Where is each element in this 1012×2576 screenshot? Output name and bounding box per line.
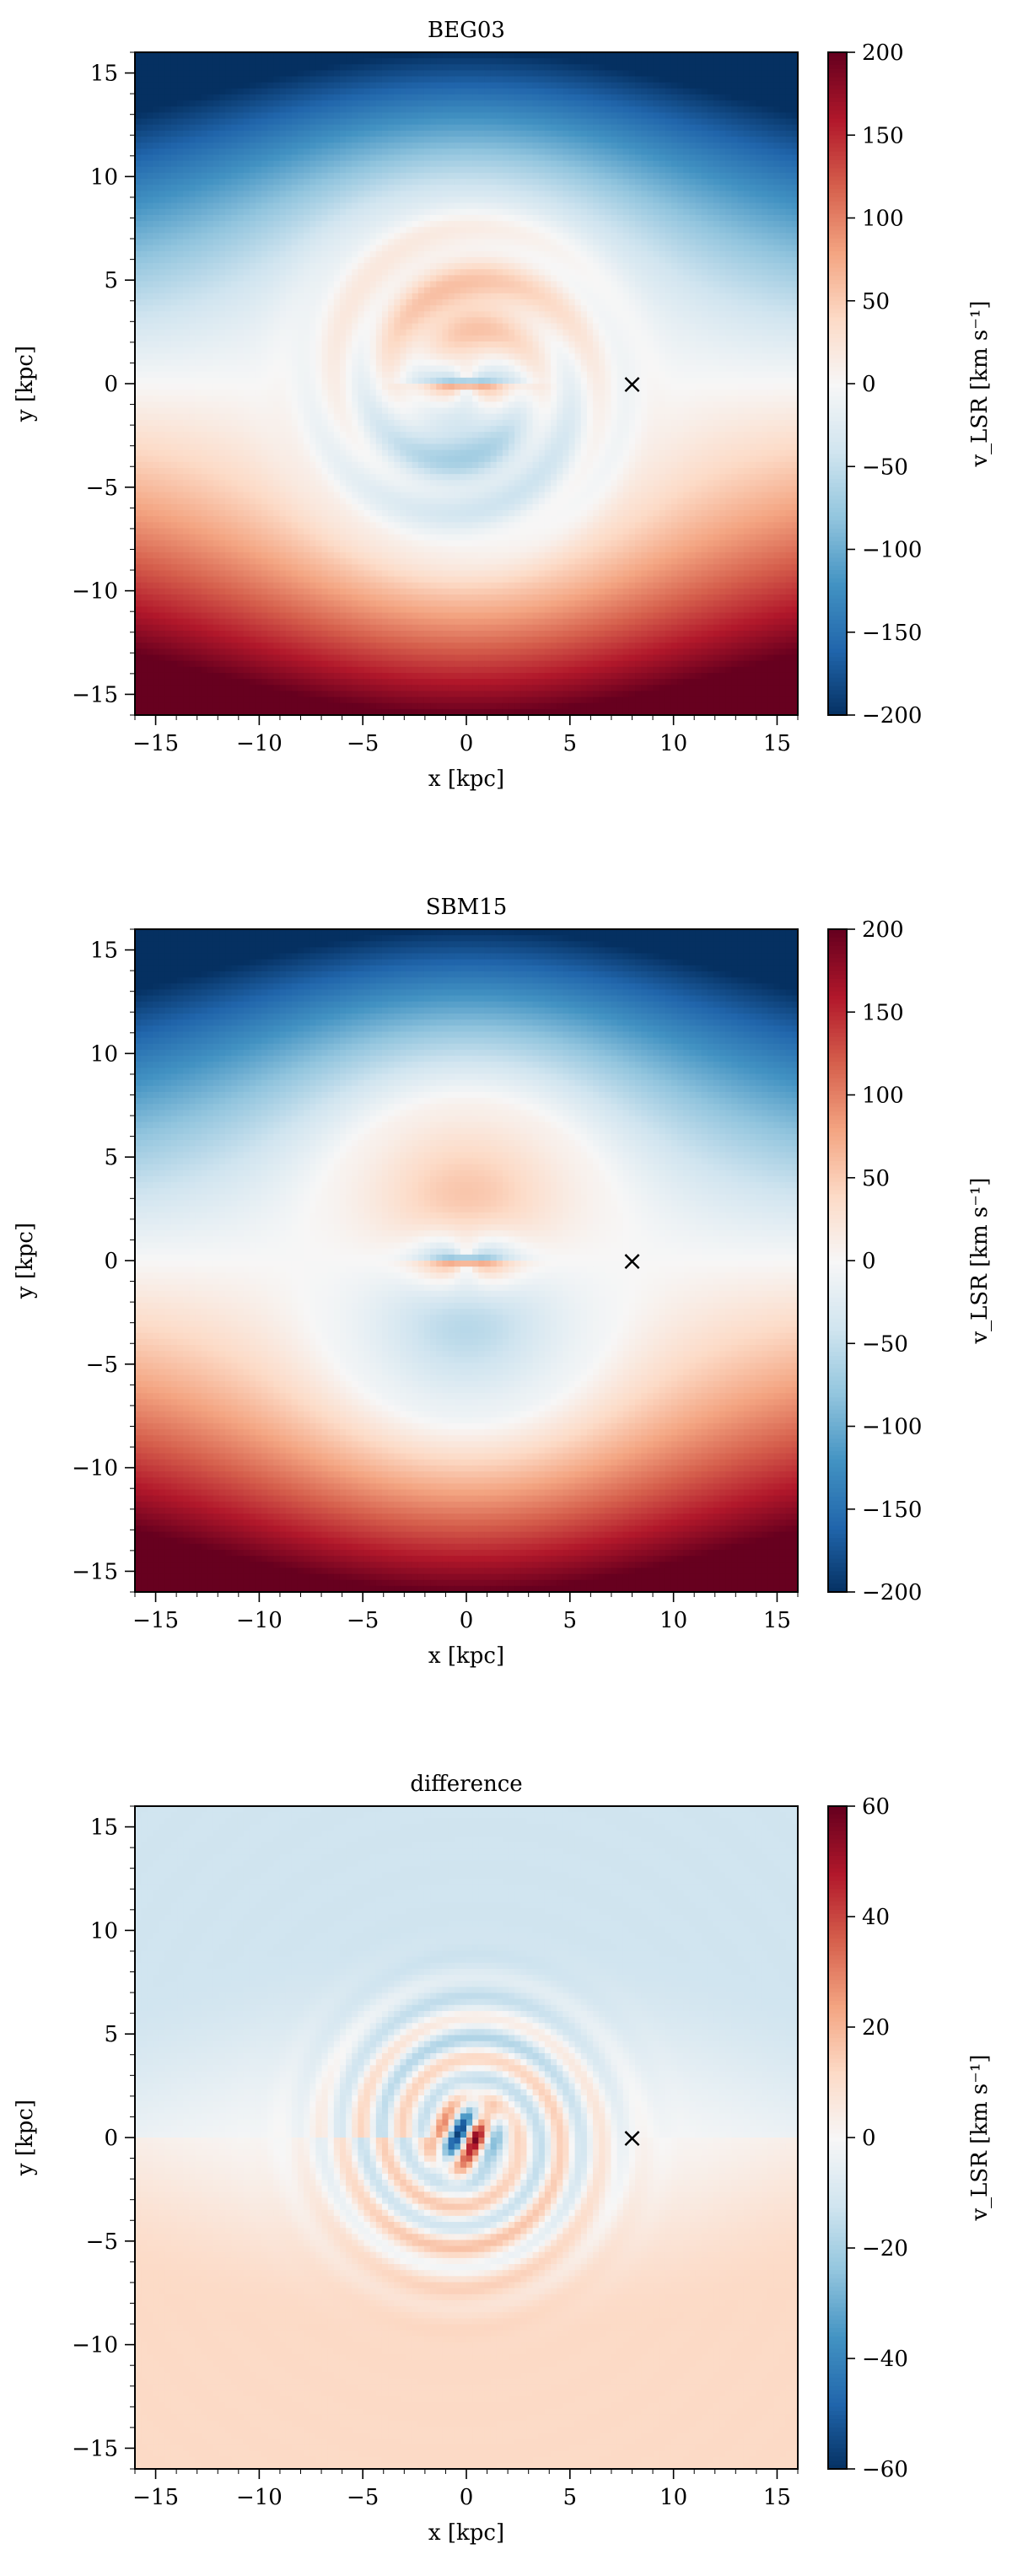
colorbar-tick-label: −100 — [862, 1415, 922, 1440]
colorbar-tick-label: 0 — [862, 372, 876, 397]
y-axis-label: y [kpc] — [13, 2100, 38, 2176]
x-tick-label: 0 — [460, 1608, 474, 1633]
x-tick-label: 15 — [763, 1608, 791, 1633]
y-tick-label: 15 — [90, 938, 118, 964]
y-tick-label: 10 — [90, 1041, 118, 1067]
x-tick-label: 5 — [563, 731, 578, 756]
x-tick-label: 0 — [460, 731, 474, 756]
y-tick-label: −5 — [86, 476, 118, 501]
colorbar-tick-label: −100 — [862, 538, 922, 563]
colorbar-tick-label: 20 — [862, 2015, 890, 2041]
x-tick-label: −15 — [132, 1608, 179, 1633]
x-tick-label: −10 — [236, 731, 283, 756]
chart-panel-3: difference −15 −10 −5 0 5 10 15 −15 −10 −5 0 5 10 15 x … — [13, 1772, 993, 2546]
y-tick-label: −15 — [72, 2436, 118, 2461]
y-tick-label: 15 — [90, 62, 118, 87]
y-axis-label: y [kpc] — [13, 1223, 38, 1299]
colorbar-tick-label: 100 — [862, 1084, 904, 1109]
y-tick-label: −15 — [72, 1559, 118, 1584]
colorbar-tick-label: 0 — [862, 2126, 876, 2151]
y-tick-label: −10 — [72, 579, 118, 605]
x-tick-label: −15 — [132, 731, 179, 756]
y-tick-label: −5 — [86, 2229, 118, 2255]
colorbar-tick-label: −50 — [862, 1331, 908, 1357]
colorbar: −200 −150 −100 −50 0 50 100 150 200 v_LSR [km s⁻¹… — [827, 917, 993, 1605]
colorbar-tick-label: 50 — [862, 289, 890, 315]
heatmap-cells — [135, 929, 799, 1593]
x-tick-label: −5 — [347, 1608, 379, 1633]
colorbar-tick-label: −20 — [862, 2236, 908, 2261]
colorbar-tick-label: −40 — [862, 2347, 908, 2372]
colorbar-tick-label: 100 — [862, 207, 904, 232]
y-tick-label: 0 — [104, 372, 118, 397]
y-tick-label: 0 — [104, 2126, 118, 2151]
x-tick-label: −5 — [347, 731, 379, 756]
colorbar-tick-label: −60 — [862, 2457, 908, 2482]
chart-title: difference — [410, 1772, 522, 1797]
colorbar: −60 −40 −20 0 20 40 60 v_LSR [km s⁻¹] — [827, 1794, 993, 2482]
y-axis-label: y [kpc] — [13, 346, 38, 422]
y-tick-label: −5 — [86, 1353, 118, 1378]
x-tick-label: −10 — [236, 1608, 283, 1633]
x-axis-label: x [kpc] — [428, 766, 504, 792]
sun-marker: × — [621, 368, 643, 400]
colorbar-tick-label: 50 — [862, 1166, 890, 1191]
colorbar: −200 −150 −100 −50 0 50 100 150 200 v_LSR [km s⁻¹… — [827, 40, 993, 729]
x-tick-label: −5 — [347, 2485, 379, 2510]
sun-marker: × — [621, 1245, 643, 1277]
y-tick-label: −10 — [72, 2333, 118, 2358]
colorbar-tick-label: 200 — [862, 917, 904, 943]
colorbar-tick-label: −150 — [862, 1498, 922, 1523]
y-tick-label: −10 — [72, 1456, 118, 1482]
colorbar-label: v_LSR [km s⁻¹] — [967, 2054, 993, 2221]
x-tick-label: 15 — [763, 2485, 791, 2510]
x-axis-label: x [kpc] — [428, 2520, 504, 2546]
chart-title: BEG03 — [428, 18, 505, 43]
y-tick-label: 5 — [104, 1145, 118, 1170]
colorbar-tick-label: 0 — [862, 1249, 876, 1274]
chart-title: SBM15 — [426, 895, 508, 920]
y-tick-label: 5 — [104, 268, 118, 293]
colorbar-label: v_LSR [km s⁻¹] — [967, 1177, 993, 1344]
x-tick-label: 10 — [659, 2485, 687, 2510]
x-tick-label: 5 — [563, 1608, 578, 1633]
colorbar-tick-label: 150 — [862, 1000, 904, 1025]
y-tick-label: 5 — [104, 2022, 118, 2047]
x-tick-label: 15 — [763, 731, 791, 756]
y-tick-label: 0 — [104, 1249, 118, 1274]
colorbar-tick-label: −200 — [862, 1580, 922, 1605]
y-tick-label: 15 — [90, 1815, 118, 1841]
colorbar-tick-label: −50 — [862, 454, 908, 480]
x-tick-label: 10 — [659, 1608, 687, 1633]
colorbar-tick-label: 40 — [862, 1905, 890, 1930]
heatmap-cells — [135, 52, 799, 716]
colorbar-label: v_LSR [km s⁻¹] — [967, 300, 993, 467]
x-tick-label: 10 — [659, 731, 687, 756]
colorbar-tick-label: 150 — [862, 123, 904, 148]
y-tick-label: 10 — [90, 164, 118, 190]
colorbar-tick-label: 60 — [862, 1794, 890, 1820]
x-axis-label: x [kpc] — [428, 1643, 504, 1669]
colorbar-tick-label: −200 — [862, 703, 922, 729]
x-tick-label: −15 — [132, 2485, 179, 2510]
colorbar-tick-label: −150 — [862, 621, 922, 646]
heatmap-cells — [135, 1806, 799, 2470]
y-tick-label: 10 — [90, 1918, 118, 1944]
x-tick-label: 5 — [563, 2485, 578, 2510]
x-tick-label: 0 — [460, 2485, 474, 2510]
colorbar-tick-label: 200 — [862, 40, 904, 66]
x-tick-label: −10 — [236, 2485, 283, 2510]
sun-marker: × — [621, 2122, 643, 2154]
y-tick-label: −15 — [72, 682, 118, 707]
